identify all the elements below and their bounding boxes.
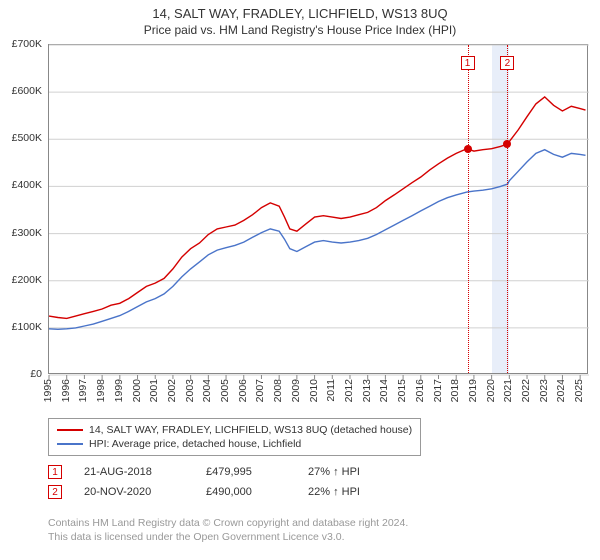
sale-marker-dot xyxy=(464,145,472,153)
x-tick-label: 1997 xyxy=(77,379,89,402)
x-tick-label: 2003 xyxy=(184,379,196,402)
x-tick-label: 2024 xyxy=(555,379,567,402)
x-tick-label: 2012 xyxy=(343,379,355,402)
legend-label: 14, SALT WAY, FRADLEY, LICHFIELD, WS13 8… xyxy=(89,424,412,436)
sales-price: £479,995 xyxy=(206,466,286,478)
sales-row: 2 20-NOV-2020 £490,000 22% ↑ HPI xyxy=(48,482,388,502)
y-tick-label: £500K xyxy=(0,132,42,144)
x-tick-label: 2005 xyxy=(219,379,231,402)
x-tick-label: 2006 xyxy=(237,379,249,402)
x-tick-label: 2013 xyxy=(361,379,373,402)
y-tick-label: £0 xyxy=(0,368,42,380)
series-hpi xyxy=(49,150,586,330)
sales-table: 1 21-AUG-2018 £479,995 27% ↑ HPI 2 20-NOV-202… xyxy=(48,462,388,502)
y-tick-label: £600K xyxy=(0,85,42,97)
x-tick-label: 1995 xyxy=(42,379,54,402)
legend-label: HPI: Average price, detached house, Lich… xyxy=(89,438,301,450)
chart-subtitle: Price paid vs. HM Land Registry's House … xyxy=(0,21,600,41)
x-tick-label: 2014 xyxy=(378,379,390,402)
legend: 14, SALT WAY, FRADLEY, LICHFIELD, WS13 8… xyxy=(48,418,421,456)
x-tick-label: 2025 xyxy=(573,379,585,402)
sales-date: 20-NOV-2020 xyxy=(84,486,184,498)
legend-item: HPI: Average price, detached house, Lich… xyxy=(57,437,412,451)
series-price_paid xyxy=(49,97,586,319)
x-tick-label: 2000 xyxy=(131,379,143,402)
x-tick-label: 2002 xyxy=(166,379,178,402)
sale-marker-dot xyxy=(503,140,511,148)
sales-marker-icon: 2 xyxy=(48,485,62,499)
sales-price: £490,000 xyxy=(206,486,286,498)
y-tick-label: £300K xyxy=(0,227,42,239)
footnote: Contains HM Land Registry data © Crown c… xyxy=(48,516,408,544)
x-tick-label: 2010 xyxy=(308,379,320,402)
x-tick-label: 2009 xyxy=(290,379,302,402)
footnote-line1: Contains HM Land Registry data © Crown c… xyxy=(48,516,408,530)
x-tick-label: 1998 xyxy=(95,379,107,402)
chart-title: 14, SALT WAY, FRADLEY, LICHFIELD, WS13 8… xyxy=(0,0,600,21)
y-tick-label: £100K xyxy=(0,321,42,333)
x-tick-label: 1996 xyxy=(60,379,72,402)
sales-date: 21-AUG-2018 xyxy=(84,466,184,478)
x-tick-label: 2022 xyxy=(520,379,532,402)
x-tick-label: 2021 xyxy=(502,379,514,402)
chart-area: 12 £0£100K£200K£300K£400K£500K£600K£700K… xyxy=(48,44,588,374)
x-tick-label: 2016 xyxy=(414,379,426,402)
x-tick-label: 2017 xyxy=(432,379,444,402)
x-tick-label: 2011 xyxy=(325,379,337,402)
sales-delta: 27% ↑ HPI xyxy=(308,466,388,478)
y-tick-label: £400K xyxy=(0,179,42,191)
sales-row: 1 21-AUG-2018 £479,995 27% ↑ HPI xyxy=(48,462,388,482)
legend-item: 14, SALT WAY, FRADLEY, LICHFIELD, WS13 8… xyxy=(57,423,412,437)
legend-swatch xyxy=(57,429,83,431)
x-tick-label: 1999 xyxy=(113,379,125,402)
sale-marker-line xyxy=(468,45,469,373)
x-tick-label: 2001 xyxy=(148,379,160,402)
sale-marker-label: 2 xyxy=(500,56,514,70)
x-tick-label: 2007 xyxy=(254,379,266,402)
sales-marker-icon: 1 xyxy=(48,465,62,479)
x-tick-label: 2019 xyxy=(467,379,479,402)
x-tick-label: 2018 xyxy=(449,379,461,402)
x-tick-label: 2008 xyxy=(272,379,284,402)
legend-swatch xyxy=(57,443,83,445)
sales-delta: 22% ↑ HPI xyxy=(308,486,388,498)
x-tick-label: 2004 xyxy=(201,379,213,402)
x-tick-label: 2023 xyxy=(538,379,550,402)
footnote-line2: This data is licensed under the Open Gov… xyxy=(48,530,408,544)
sale-marker-label: 1 xyxy=(461,56,475,70)
sale-marker-line xyxy=(507,45,508,373)
x-tick-label: 2020 xyxy=(485,379,497,402)
plot-region: 12 xyxy=(48,44,588,374)
x-tick-label: 2015 xyxy=(396,379,408,402)
y-tick-label: £700K xyxy=(0,38,42,50)
y-tick-label: £200K xyxy=(0,274,42,286)
